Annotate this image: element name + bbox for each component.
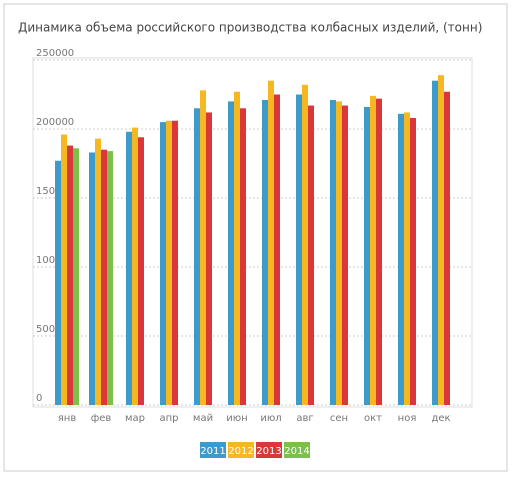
bar — [228, 101, 234, 406]
bar — [55, 160, 61, 405]
bar — [410, 117, 416, 406]
bar — [172, 120, 178, 405]
y-tick-label: 250000 — [36, 48, 74, 59]
bar — [268, 80, 274, 405]
bar — [302, 84, 308, 405]
x-tick-label: фев — [91, 413, 112, 424]
bar — [138, 137, 144, 405]
bar — [73, 148, 79, 405]
bar — [132, 127, 138, 406]
legend-swatch — [284, 442, 310, 458]
legend-label: 2012 — [228, 446, 253, 457]
bar — [262, 100, 268, 406]
y-tick-label: 10000 — [36, 255, 68, 266]
x-tick-label: авг — [296, 413, 313, 424]
bar — [107, 151, 113, 405]
y-tick-label: 0 — [36, 393, 42, 404]
x-tick-label: июн — [226, 413, 247, 424]
x-tick-label: май — [193, 413, 213, 424]
bar — [240, 108, 246, 406]
bar — [206, 112, 212, 405]
x-tick-label: янв — [58, 413, 77, 424]
x-tick-label: апр — [159, 413, 178, 424]
legend-swatch — [200, 442, 226, 458]
bar — [194, 108, 200, 406]
y-tick-label: 50000 — [36, 324, 68, 335]
bar — [438, 75, 444, 406]
legend-swatch — [256, 442, 282, 458]
bar — [432, 80, 438, 405]
plot-frame — [32, 57, 473, 408]
bar — [200, 90, 206, 406]
bar — [342, 105, 348, 405]
bar — [404, 112, 410, 405]
bar — [308, 105, 314, 405]
bar — [67, 145, 73, 405]
x-tick-label: окт — [364, 413, 382, 424]
x-tick-label: июл — [260, 413, 281, 424]
bar — [95, 138, 101, 405]
chart-title: Динамика объема российского производства… — [18, 21, 482, 35]
bar — [61, 134, 67, 405]
legend-label: 2011 — [200, 446, 225, 457]
y-tick-label: 200000 — [36, 117, 74, 128]
bar — [166, 120, 172, 405]
bar — [376, 98, 382, 405]
x-tick-label: дек — [431, 413, 450, 424]
bar — [296, 94, 302, 405]
y-tick-label: 15000 — [36, 186, 68, 197]
bar — [370, 95, 376, 405]
bar — [234, 91, 240, 406]
bar — [126, 131, 132, 405]
bar — [274, 94, 280, 405]
bar — [89, 152, 95, 405]
x-tick-label: мар — [125, 413, 145, 424]
bar — [398, 113, 404, 405]
legend-swatch — [228, 442, 254, 458]
x-tick-label: ноя — [398, 413, 417, 424]
bar — [336, 101, 342, 406]
bar — [444, 91, 450, 406]
bar — [160, 122, 166, 405]
bar — [101, 149, 107, 405]
x-tick-label: сен — [330, 413, 348, 424]
legend-label: 2013 — [256, 446, 281, 457]
bar — [330, 100, 336, 406]
legend-label: 2014 — [284, 446, 309, 457]
bar — [364, 106, 370, 406]
frame — [3, 3, 508, 472]
